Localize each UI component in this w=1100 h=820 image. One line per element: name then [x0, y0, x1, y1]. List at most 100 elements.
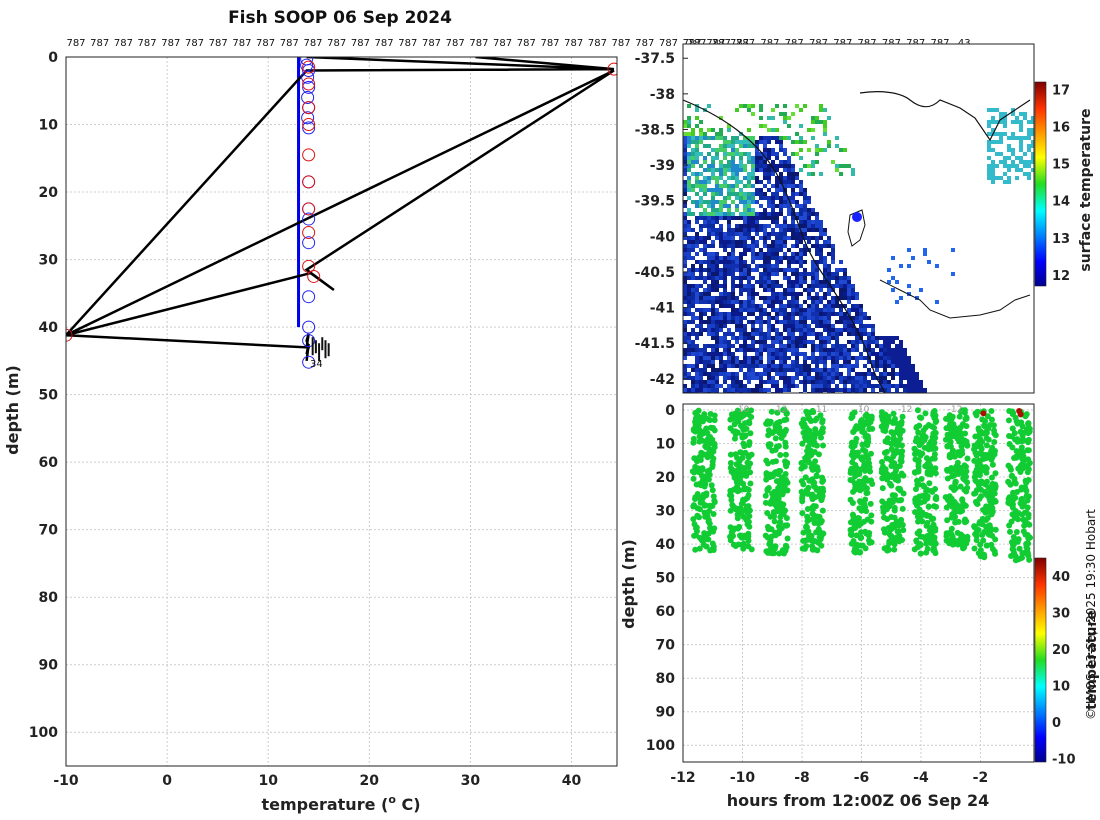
sst-pixel [683, 368, 687, 372]
sst-pixel [691, 268, 695, 272]
sst-pixel [803, 236, 807, 240]
sst-pixel [791, 140, 795, 144]
sst-pixel [1003, 172, 1007, 176]
sst-pixel [695, 140, 699, 144]
sst-pixel [823, 296, 827, 300]
sst-pixel [835, 344, 839, 348]
sst-pixel [723, 148, 727, 152]
sst-pixel [703, 372, 707, 376]
sst-pixel [783, 344, 787, 348]
sst-pixel [711, 200, 715, 204]
sst-pixel [711, 188, 715, 192]
sst-pixel [899, 372, 903, 376]
profile-y-tick-label: 70 [39, 523, 59, 539]
sst-pixel [759, 168, 763, 172]
sst-pixel [839, 308, 843, 312]
sst-pixel [687, 116, 691, 120]
sst-pixel [799, 336, 803, 340]
sst-pixel [775, 356, 779, 360]
sst-pixel [683, 220, 687, 224]
sst-colorbar-label: surface temperature [1078, 108, 1094, 271]
temperature-point [775, 443, 782, 450]
sst-pixel [723, 300, 727, 304]
sst-pixel [723, 136, 727, 140]
sst-pixel [1019, 120, 1023, 124]
temperature-point [847, 519, 854, 526]
temperature-point [918, 414, 925, 421]
temperature-point [988, 407, 995, 414]
map-southern-coast [879, 279, 1031, 319]
temperature-point [1007, 528, 1014, 535]
sst-pixel [779, 244, 783, 248]
temperature-point [932, 527, 939, 534]
sst-pixel [719, 336, 723, 340]
temperature-point [847, 496, 854, 503]
sst-pixel [791, 368, 795, 372]
temperature-point [702, 536, 709, 543]
sst-pixel [751, 368, 755, 372]
sst-pixel [839, 288, 843, 292]
sst-pixel [783, 336, 787, 340]
sst-pixel [763, 224, 767, 228]
sst-pixel [775, 176, 779, 180]
sst-pixel [727, 144, 731, 148]
sst-pixel [799, 212, 803, 216]
sst-pixel [739, 380, 743, 384]
sst-pixel [767, 304, 771, 308]
sst-pixel [811, 220, 815, 224]
time-y-tick-label: 80 [656, 671, 676, 687]
temperature-point [984, 515, 991, 522]
sst-pixel [839, 376, 843, 380]
sst-pixel [739, 368, 743, 372]
sst-pixel [767, 216, 771, 220]
profile-blue-marker [302, 290, 316, 304]
sst-pixel [779, 360, 783, 364]
temperature-point [1019, 550, 1026, 557]
temperature-point [1009, 511, 1016, 518]
sst-pixel [731, 344, 735, 348]
sst-pixel [851, 304, 855, 308]
sst-pixel [831, 364, 835, 368]
sst-pixel [787, 264, 791, 268]
sst-pixel [823, 260, 827, 264]
sst-pixel [759, 108, 763, 112]
sst-pixel [779, 356, 783, 360]
sst-pixel [711, 312, 715, 316]
sst-pixel [799, 252, 803, 256]
sst-pixel [995, 120, 999, 124]
profile-top-label: 787 [303, 38, 322, 49]
sst-pixel [815, 332, 819, 336]
sst-pixel [771, 336, 775, 340]
sst-pixel [1027, 160, 1031, 164]
sst-pixel [799, 312, 803, 316]
temperature-point [923, 522, 930, 529]
temperature-point [971, 523, 978, 530]
sst-pixel [855, 384, 859, 388]
temperature-point [925, 446, 932, 453]
sst-pixel [991, 168, 995, 172]
sst-pixel [747, 264, 751, 268]
temperature-point [700, 450, 707, 457]
sst-pixel [703, 184, 707, 188]
map-frame [682, 43, 1035, 394]
sst-pixel [739, 268, 743, 272]
sst-pixel [747, 292, 751, 296]
sst-pixel [699, 328, 703, 332]
sst-pixel [747, 364, 751, 368]
sst-pixel [887, 388, 891, 392]
sst-pixel [723, 320, 727, 324]
sst-pixel [747, 320, 751, 324]
sst-pixel [775, 364, 779, 368]
sst-pixel [763, 172, 767, 176]
sst-pixel [723, 304, 727, 308]
sst-pixel [835, 364, 839, 368]
sst-pixel [771, 232, 775, 236]
sst-pixel [835, 388, 839, 392]
profile-blue-marker [302, 334, 316, 348]
sst-pixel [759, 136, 763, 140]
sst-pixel [739, 276, 743, 280]
sst-pixel [819, 384, 823, 388]
sst-pixel [819, 280, 823, 284]
temperature-point [975, 550, 982, 557]
sst-pixel [743, 224, 747, 228]
